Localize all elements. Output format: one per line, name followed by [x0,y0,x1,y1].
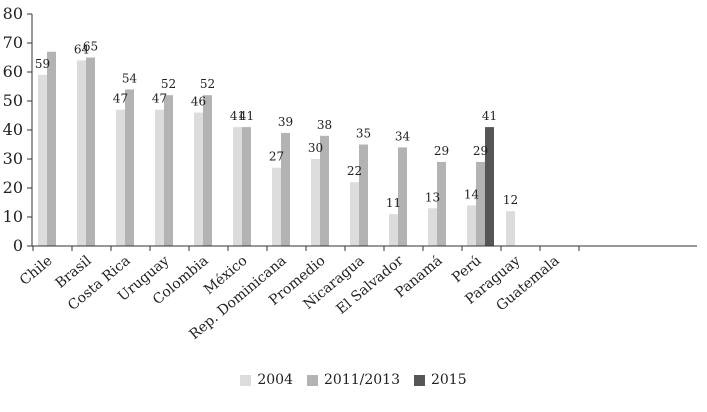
data-label-brasil-2004: 64 [74,42,90,56]
data-label-nicaragua-2011-2013: 35 [356,127,371,141]
legend: 2004 2011/2013 2015 [0,372,707,388]
bar-peru-2004 [467,205,476,246]
data-label-paraguay-2004: 12 [503,193,518,207]
legend-label-2004: 2004 [257,372,293,388]
bar-mexico-2011-2013 [242,127,251,246]
data-label-colombia-2011-2013: 52 [200,77,215,91]
data-label-rep-dominicana-2004: 27 [269,150,284,164]
bar-chile-2004 [38,74,47,247]
legend-item-2015: 2015 [413,372,467,388]
data-label-costa-rica-2004: 47 [113,92,128,106]
bar-nicaragua-2011-2013 [359,144,368,246]
bar-el-salvador-2004 [389,214,398,246]
x-category-label-chile: Chile [17,253,56,289]
bar-panama-2011-2013 [437,161,446,246]
y-tick-label: 40 [3,120,23,139]
bar-costa-rica-2004 [116,109,125,246]
data-label-nicaragua-2004: 22 [347,164,362,178]
y-tick-label: 80 [3,4,23,23]
data-label-mexico-2004: 41 [230,109,245,123]
data-label-mexico-2011-2013: 41 [239,109,254,123]
bar-uruguay-2011-2013 [164,95,173,246]
bar-paraguay-2004 [506,211,515,246]
data-label-panama-2011-2013: 29 [434,144,449,158]
y-tick-label: 50 [3,91,23,110]
bar-colombia-2004 [194,112,203,246]
bar-brasil-2011-2013 [86,57,95,246]
data-label-el-salvador-2011-2013: 34 [395,129,411,143]
bar-promedio-2011-2013 [320,135,329,246]
y-tick-label: 30 [3,149,23,168]
bar-chile-2011-2013 [47,51,56,247]
data-label-chile-2004: 59 [35,57,50,71]
legend-label-2011-2013: 2011/2013 [324,372,400,388]
data-label-peru-2011-2013: 29 [473,144,488,158]
data-label-colombia-2004: 46 [191,95,206,109]
data-label-el-salvador-2004: 11 [386,196,401,210]
data-label-rep-dominicana-2011-2013: 39 [278,115,293,129]
data-label-costa-rica-2011-2013: 54 [122,71,138,85]
y-tick-label: 60 [3,62,23,81]
bar-brasil-2004 [77,60,86,247]
bars-layer [38,51,515,247]
data-label-brasil-2011-2013: 65 [83,40,98,54]
data-label-promedio-2004: 30 [308,141,323,155]
bar-peru-2011-2013 [476,161,485,246]
bar-nicaragua-2004 [350,182,359,246]
data-label-panama-2004: 13 [425,190,440,204]
bar-el-salvador-2011-2013 [398,147,407,246]
bar-mexico-2004 [233,127,242,246]
bar-costa-rica-2011-2013 [125,89,134,247]
bar-colombia-2011-2013 [203,95,212,246]
y-tick-label: 0 [13,236,23,255]
y-tick-label: 20 [3,178,23,197]
legend-swatch-2011-2013 [307,374,318,386]
legend-swatch-2004 [240,374,252,386]
data-label-peru-2004: 14 [464,187,480,201]
bar-uruguay-2004 [155,109,164,246]
axes-layer: 0 10 20 30 40 50 60 70 80 [3,4,697,255]
data-label-promedio-2011-2013: 38 [317,118,332,132]
legend-item-2011-2013: 2011/2013 [307,372,400,388]
data-label-uruguay-2004: 47 [152,92,167,106]
y-tick-label: 10 [3,207,23,226]
bar-peru-2015 [485,127,494,246]
bar-promedio-2004 [311,159,320,246]
legend-item-2004: 2004 [240,372,293,388]
bar-rep-dominicana-2004 [272,167,281,246]
data-label-peru-2015: 41 [482,109,497,123]
data-label-uruguay-2011-2013: 52 [161,77,176,91]
bar-rep-dominicana-2011-2013 [281,132,290,246]
bar-panama-2004 [428,208,437,246]
legend-label-2015: 2015 [430,372,467,388]
y-tick-label: 70 [3,33,23,52]
legend-swatch-2015 [413,374,425,386]
